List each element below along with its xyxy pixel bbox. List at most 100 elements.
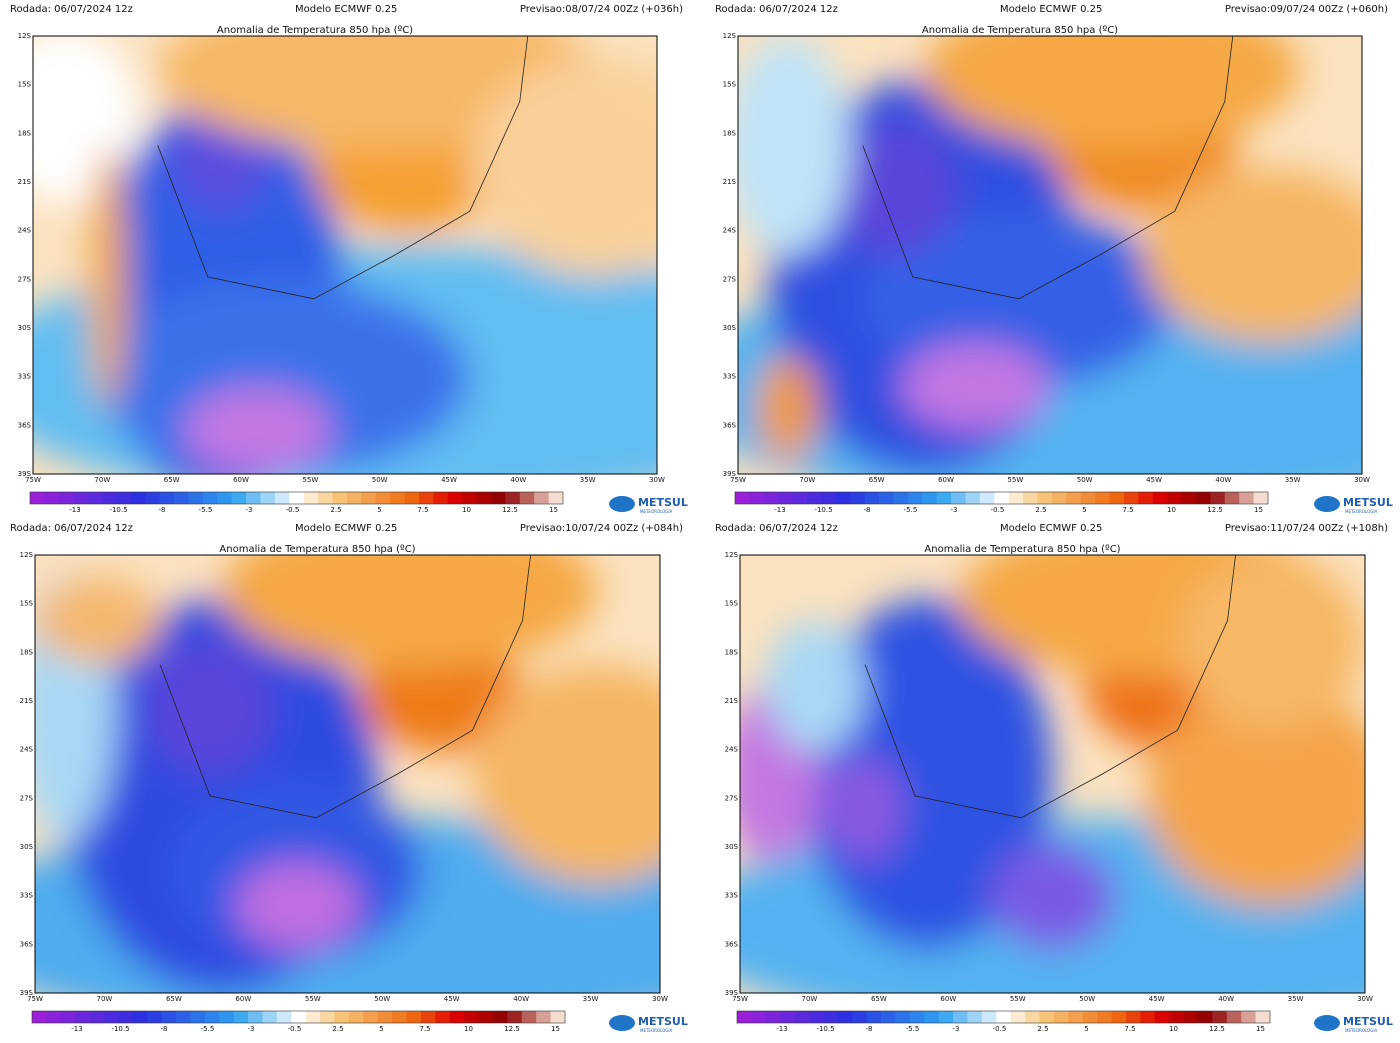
- forecast-label: Previsao:10/07/24 00Zz (+084h): [520, 523, 683, 534]
- colorbar-swatch: [478, 1011, 494, 1023]
- lat-label: 24S: [18, 227, 32, 235]
- colorbar-label: 10: [462, 506, 471, 514]
- lon-label: 75W: [27, 995, 43, 1003]
- colorbar-label: 7.5: [417, 506, 428, 514]
- colorbar-swatch: [521, 1011, 537, 1023]
- lat-label: 36S: [725, 940, 739, 948]
- lat-label: 33S: [723, 373, 737, 381]
- colorbar-swatch: [837, 1011, 853, 1023]
- lat-label: 21S: [723, 178, 737, 186]
- logo-name: METSUL: [1343, 1015, 1393, 1028]
- colorbar-swatch: [348, 1011, 364, 1023]
- colorbar-swatch: [1195, 492, 1211, 504]
- colorbar-label: 2.5: [1035, 506, 1046, 514]
- colorbar-label: -10.5: [109, 506, 127, 514]
- colorbar-label: -0.5: [991, 506, 1005, 514]
- field-blob: [738, 36, 851, 255]
- lon-label: 55W: [305, 995, 321, 1003]
- anomaly-field: [738, 36, 1362, 474]
- colorbar-swatch: [44, 492, 60, 504]
- colorbar-swatch: [965, 492, 981, 504]
- lon-label: 60W: [235, 995, 251, 1003]
- colorbar-swatch: [46, 1011, 62, 1023]
- colorbar-swatch: [305, 1011, 321, 1023]
- colorbar-swatch: [895, 1011, 911, 1023]
- colorbar-label: 12.5: [1209, 1025, 1225, 1033]
- colorbar-label: 10: [1169, 1025, 1178, 1033]
- colorbar-swatch: [1097, 1011, 1113, 1023]
- colorbar-swatch: [1241, 1011, 1257, 1023]
- colorbar-swatch: [464, 1011, 480, 1023]
- colorbar-label: -3: [248, 1025, 255, 1033]
- anomaly-field: [33, 36, 657, 474]
- colorbar-swatch: [390, 492, 406, 504]
- colorbar-label: -8: [159, 506, 166, 514]
- lat-label: 12S: [18, 32, 32, 40]
- colorbar-swatch: [1123, 492, 1139, 504]
- lat-label: 39S: [723, 470, 737, 478]
- map-panel: Rodada: 06/07/2024 12z Modelo ECMWF 0.25 P…: [10, 523, 688, 1033]
- colorbar-swatch: [276, 1011, 292, 1023]
- lon-label: 40W: [510, 476, 526, 484]
- colorbar-swatch: [332, 492, 348, 504]
- field-blobs: [33, 36, 657, 474]
- colorbar: -13 -10.5 -8 -5.5 -3 -0.5 2.5 5 7.5 10 12.5 15: [31, 1010, 566, 1033]
- field-blob: [827, 756, 903, 862]
- colorbar-swatch: [1255, 1011, 1271, 1023]
- colorbar-label: 10: [464, 1025, 473, 1033]
- colorbar-swatch: [763, 492, 779, 504]
- field-blob: [765, 620, 865, 753]
- map-frame: [737, 35, 1363, 475]
- colorbar-swatch: [909, 1011, 925, 1023]
- colorbar-swatch: [850, 492, 866, 504]
- colorbar-swatch: [1080, 492, 1096, 504]
- colorbar-swatch: [1053, 1011, 1069, 1023]
- lat-label: 21S: [20, 697, 34, 705]
- lat-label: 12S: [725, 551, 739, 559]
- lon-label: 50W: [372, 476, 388, 484]
- colorbar-label: 12.5: [1207, 506, 1223, 514]
- lon-label: 65W: [869, 476, 885, 484]
- colorbar-label: 12.5: [502, 506, 518, 514]
- lon-label: 60W: [940, 995, 956, 1003]
- map-title: Anomalia de Temperatura 850 hpa (ºC): [219, 544, 415, 555]
- colorbar-swatch: [418, 492, 434, 504]
- colorbar-label: 15: [549, 506, 558, 514]
- colorbar-swatch: [30, 492, 45, 504]
- colorbar-swatch: [260, 492, 276, 504]
- lon-label: 45W: [1146, 476, 1162, 484]
- colorbar-swatch: [363, 1011, 379, 1023]
- lat-label: 39S: [18, 470, 32, 478]
- lat-label: 27S: [723, 275, 737, 283]
- colorbar-swatch: [73, 492, 89, 504]
- map-title: Anomalia de Temperatura 850 hpa (ºC): [217, 25, 413, 36]
- lon-label: 50W: [1079, 995, 1095, 1003]
- lon-label: 40W: [1218, 995, 1234, 1003]
- forecast-label: Previsao:08/07/24 00Zz (+036h): [520, 4, 683, 15]
- lon-label: 55W: [1010, 995, 1026, 1003]
- lat-label: 30S: [18, 324, 32, 332]
- field-blob: [1143, 167, 1362, 343]
- colorbar-swatch: [1037, 492, 1053, 504]
- colorbar-swatch: [994, 492, 1010, 504]
- colorbar-swatch: [1109, 492, 1125, 504]
- logo-tagline: METEOROLOGIA: [640, 1028, 673, 1033]
- colorbar-swatch: [392, 1011, 408, 1023]
- logo-globe: [1314, 1015, 1340, 1031]
- coastline: [159, 555, 531, 819]
- colorbar-label: -8: [864, 506, 871, 514]
- colorbar-label: -13: [71, 1025, 82, 1033]
- colorbar-swatch: [936, 492, 952, 504]
- colorbar-label: -0.5: [993, 1025, 1007, 1033]
- colorbar: -13 -10.5 -8 -5.5 -3 -0.5 2.5 5 7.5 10 12.5 15: [734, 491, 1269, 514]
- colorbar-swatch: [1154, 1011, 1170, 1023]
- colorbar-swatch: [145, 492, 161, 504]
- lat-label: 36S: [18, 421, 32, 429]
- logo-globe: [609, 496, 635, 512]
- lon-label: 30W: [649, 476, 665, 484]
- colorbar-swatch: [1010, 1011, 1026, 1023]
- lat-label: 27S: [20, 794, 34, 802]
- coastline: [157, 36, 529, 300]
- colorbar-label: -3: [246, 506, 253, 514]
